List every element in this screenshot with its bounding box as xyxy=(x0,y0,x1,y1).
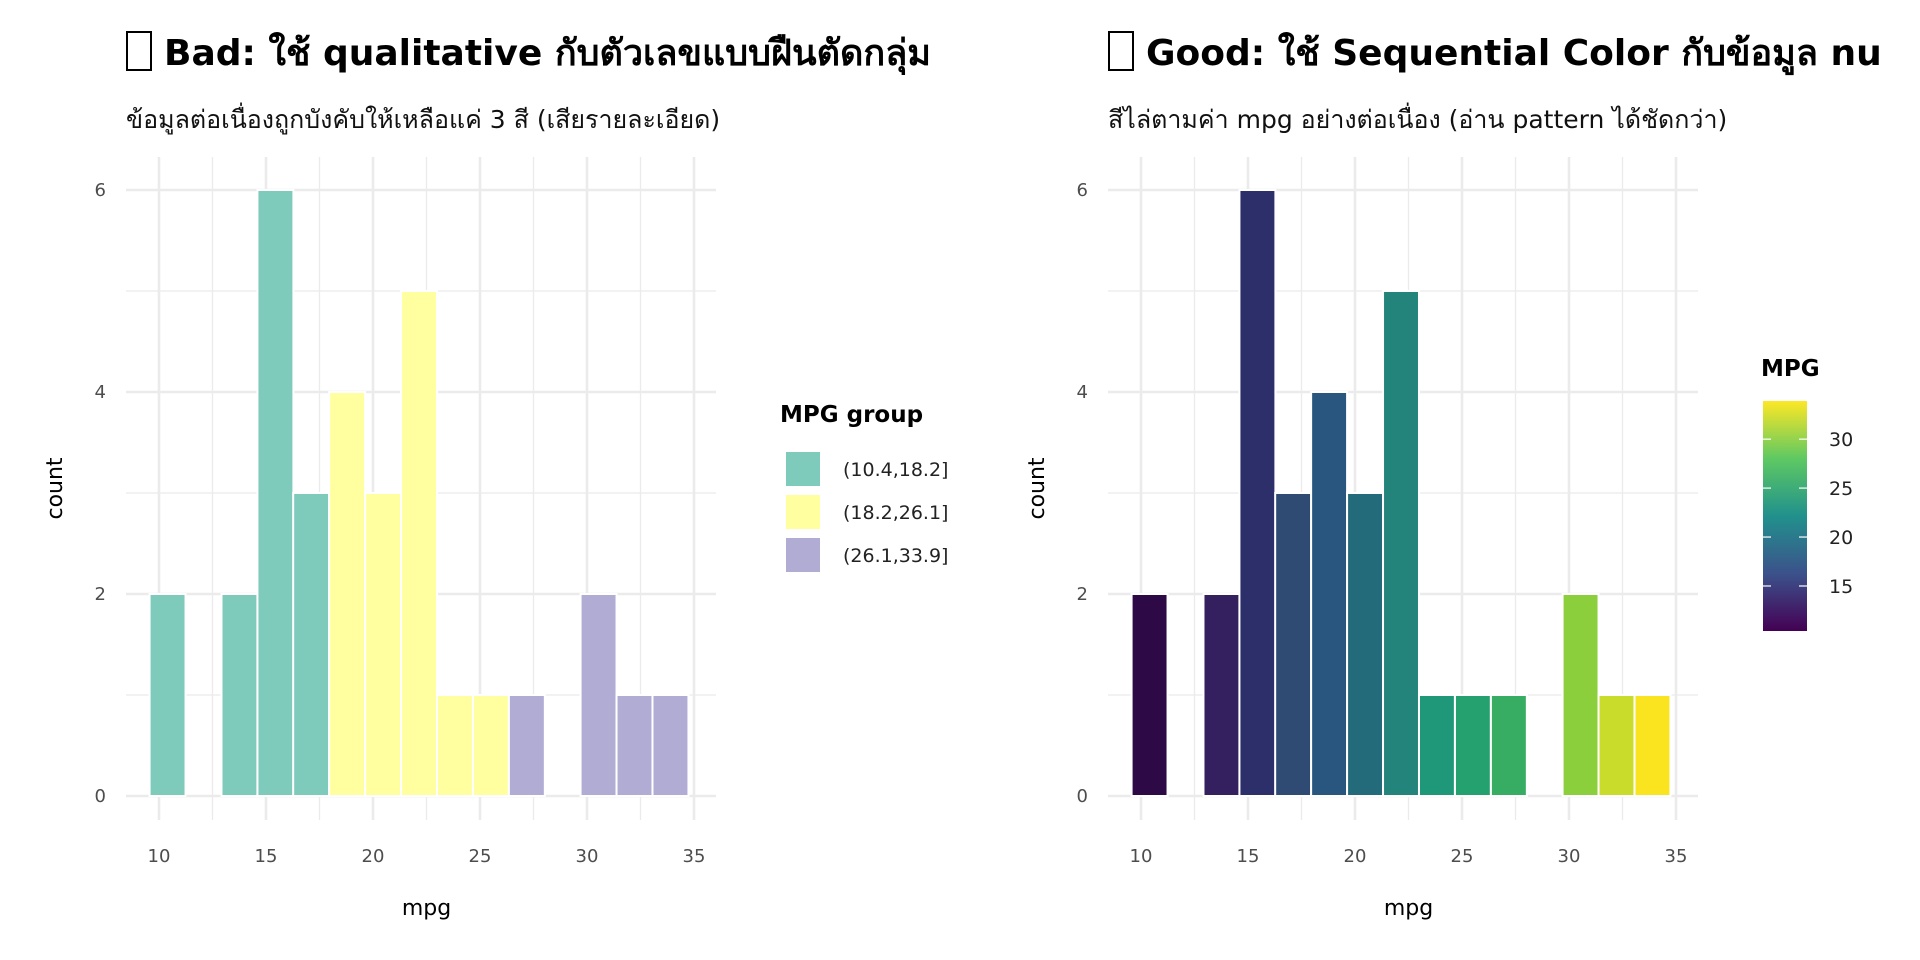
legend-label: (26.1,33.9] xyxy=(843,545,948,567)
histogram-bar xyxy=(1346,492,1385,797)
histogram-bar xyxy=(256,189,295,797)
histogram-bar xyxy=(364,492,403,797)
y-tick-label: 4 xyxy=(1077,382,1088,403)
legend-title: MPG xyxy=(1761,356,1820,382)
colorbar-label: 20 xyxy=(1829,527,1853,549)
histogram-bar xyxy=(471,694,510,797)
histogram-bar xyxy=(1130,593,1169,797)
histogram-bar xyxy=(1417,694,1456,797)
colorbar-label: 15 xyxy=(1829,576,1853,598)
histogram-bar xyxy=(1382,290,1420,797)
right-chart: 10 15 20 25 30 35 0 2 4 6 mpg count MPG 15 20 25 30 xyxy=(1025,157,1853,921)
x-tick-label: 35 xyxy=(683,846,706,867)
colorbar-label: 25 xyxy=(1829,478,1853,500)
x-tick-label: 15 xyxy=(255,846,278,867)
y-tick-label: 2 xyxy=(95,584,106,605)
y-tick-label: 6 xyxy=(1077,180,1088,201)
legend-key xyxy=(786,538,820,572)
histogram-bar xyxy=(1274,492,1313,797)
y-tick-label: 6 xyxy=(95,180,106,201)
y-tick-label: 2 xyxy=(1077,584,1088,605)
histogram-bar xyxy=(651,694,690,797)
right-chart-title: Good: ใช้ Sequential Color กับข้อมูล nu xyxy=(1108,24,1882,81)
histogram-bar xyxy=(1561,593,1600,797)
colorbar xyxy=(1763,401,1807,631)
y-axis-label: count xyxy=(1025,457,1050,519)
histogram-bar xyxy=(148,593,187,797)
legend-key xyxy=(786,452,820,486)
legend-label: (10.4,18.2] xyxy=(843,459,948,481)
missing-glyph-icon xyxy=(126,31,152,71)
histogram-bar xyxy=(292,492,331,797)
x-tick-label: 25 xyxy=(1451,846,1474,867)
y-tick-label: 4 xyxy=(95,382,106,403)
x-tick-label: 20 xyxy=(362,846,385,867)
x-tick-label: 35 xyxy=(1665,846,1688,867)
histogram-bar xyxy=(1310,391,1349,797)
histogram-bar xyxy=(1238,189,1277,797)
legend-title: MPG group xyxy=(780,402,923,428)
x-axis-label: mpg xyxy=(1384,896,1433,921)
x-tick-label: 30 xyxy=(1558,846,1581,867)
x-tick-label: 15 xyxy=(1237,846,1260,867)
histogram-bar xyxy=(615,694,654,797)
x-tick-label: 30 xyxy=(576,846,599,867)
y-tick-label: 0 xyxy=(1077,786,1088,807)
left-chart-subtitle: ข้อมูลต่อเนื่องถูกบังคับให้เหลือแค่ 3 สี… xyxy=(126,105,721,134)
x-tick-label: 20 xyxy=(1344,846,1367,867)
x-tick-label: 25 xyxy=(469,846,492,867)
missing-glyph-icon xyxy=(1108,31,1134,71)
colorbar-label: 30 xyxy=(1829,429,1853,451)
y-tick-label: 0 xyxy=(95,786,106,807)
histogram-bar xyxy=(1453,694,1492,797)
x-tick-label: 10 xyxy=(1130,846,1153,867)
right-chart-subtitle: สีไล่ตามค่า mpg อย่างต่อเนื่อง (อ่าน pat… xyxy=(1108,105,1728,134)
histogram-bar xyxy=(435,694,474,797)
histogram-bar xyxy=(1489,694,1528,797)
histogram-bar xyxy=(1597,694,1636,797)
left-chart: 10 15 20 25 30 35 0 2 4 6 mpg count MPG group (10.4,1… xyxy=(43,157,948,921)
right-title-text: Good: ใช้ Sequential Color กับข้อมูล nu xyxy=(1146,33,1882,74)
x-axis-label: mpg xyxy=(402,896,451,921)
y-axis-label: count xyxy=(43,457,68,519)
histogram-bar xyxy=(1202,593,1241,797)
left-title-text: Bad: ใช้ qualitative กับตัวเลขแบบฝืนตัดก… xyxy=(164,33,931,74)
histogram-bar xyxy=(1633,694,1672,797)
histogram-bar xyxy=(400,290,438,797)
legend-label: (18.2,26.1] xyxy=(843,502,948,524)
histogram-bar xyxy=(507,694,546,797)
histogram-bar xyxy=(579,593,618,797)
x-tick-label: 10 xyxy=(148,846,171,867)
histogram-bar xyxy=(220,593,259,797)
left-chart-title: Bad: ใช้ qualitative กับตัวเลขแบบฝืนตัดก… xyxy=(126,24,931,81)
histogram-bar xyxy=(328,391,367,797)
legend-key xyxy=(786,495,820,529)
